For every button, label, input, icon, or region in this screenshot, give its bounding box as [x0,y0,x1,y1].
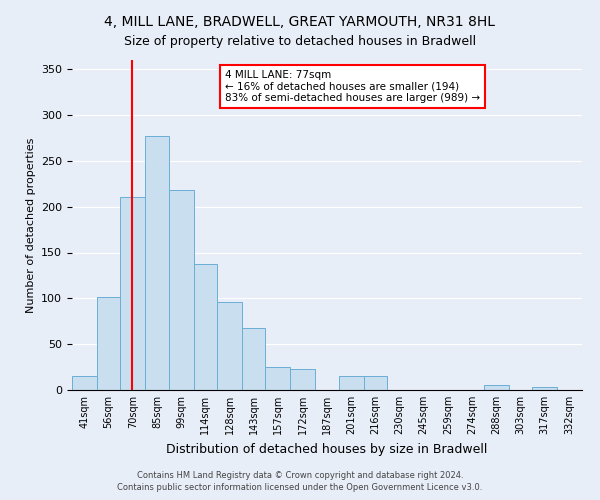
Bar [72,376,97,390]
Bar [265,367,290,390]
Bar [338,376,364,390]
Text: Contains HM Land Registry data © Crown copyright and database right 2024.
Contai: Contains HM Land Registry data © Crown c… [118,470,482,492]
Text: Size of property relative to detached houses in Bradwell: Size of property relative to detached ho… [124,35,476,48]
Bar [121,198,145,390]
X-axis label: Distribution of detached houses by size in Bradwell: Distribution of detached houses by size … [166,442,488,456]
Bar [145,136,169,390]
Y-axis label: Number of detached properties: Number of detached properties [26,138,35,312]
Bar [169,190,194,390]
Bar [364,376,387,390]
Bar [290,369,316,390]
Bar [217,302,242,390]
Bar [484,386,509,390]
Text: 4 MILL LANE: 77sqm
← 16% of detached houses are smaller (194)
83% of semi-detach: 4 MILL LANE: 77sqm ← 16% of detached hou… [225,70,480,103]
Bar [194,264,217,390]
Bar [242,328,265,390]
Bar [97,296,121,390]
Text: 4, MILL LANE, BRADWELL, GREAT YARMOUTH, NR31 8HL: 4, MILL LANE, BRADWELL, GREAT YARMOUTH, … [104,15,496,29]
Bar [532,387,557,390]
